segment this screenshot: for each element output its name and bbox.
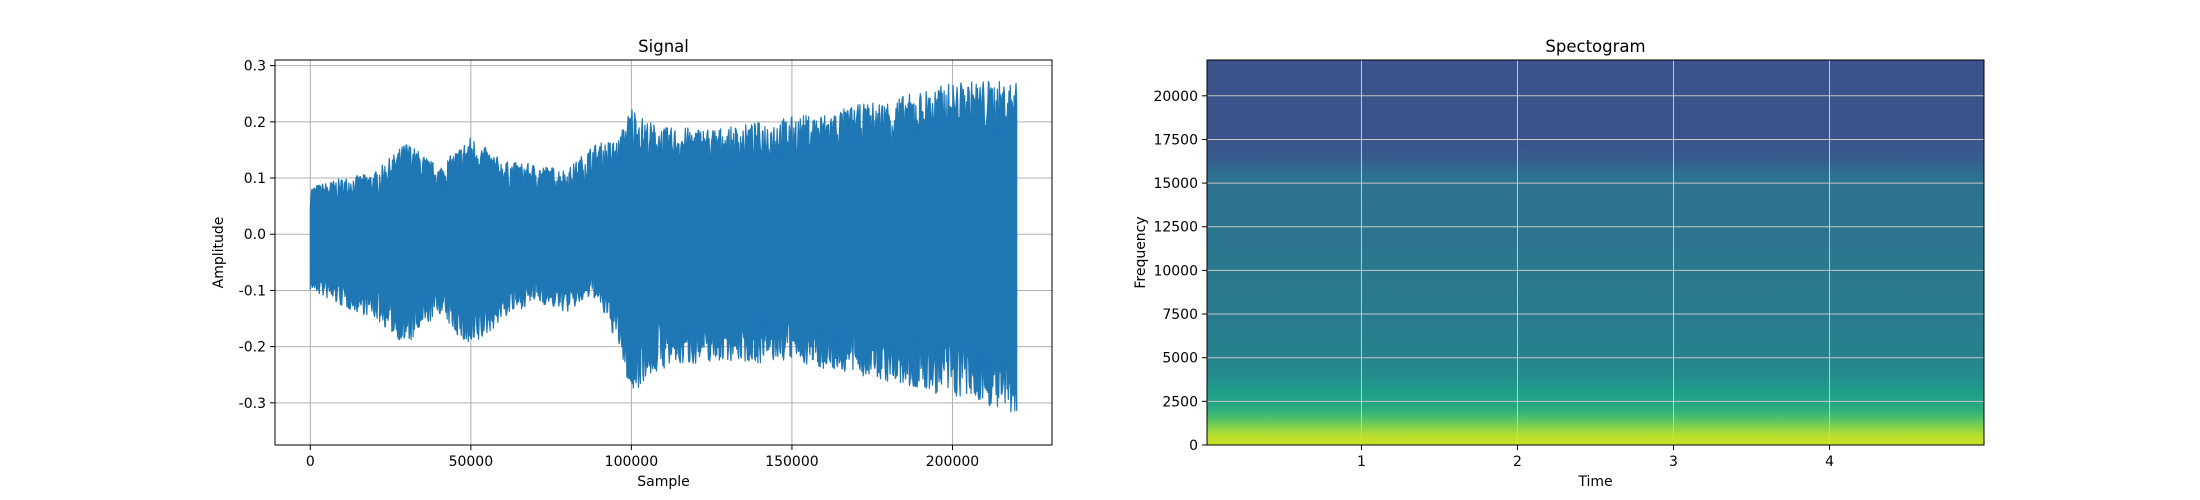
y-tick-label: 7500 xyxy=(1162,307,1198,323)
y-tick-label: 5000 xyxy=(1162,351,1198,367)
signal-y-axis-label: Amplitude xyxy=(211,217,227,289)
y-tick-label: 2500 xyxy=(1162,394,1198,410)
x-tick-label: 3 xyxy=(1669,454,1678,470)
signal-title: Signal xyxy=(638,37,689,56)
spectrogram-x-axis-label: Time xyxy=(1577,474,1612,490)
y-tick-label: 10000 xyxy=(1153,263,1198,279)
y-tick-label: -0.1 xyxy=(239,283,266,299)
x-tick-label: 200000 xyxy=(926,454,979,470)
spectrogram-axes-frame xyxy=(1206,59,1985,446)
spectrogram-image xyxy=(1207,60,1984,445)
y-tick-label: 0 xyxy=(1189,438,1198,454)
signal-x-ticks: 0 50000 100000 150000 200000 xyxy=(306,445,979,470)
y-tick-label: 12500 xyxy=(1153,220,1198,236)
signal-waveform xyxy=(309,80,1018,413)
y-tick-label: 15000 xyxy=(1153,176,1198,192)
y-tick-label: -0.3 xyxy=(239,396,266,412)
x-tick-label: 1 xyxy=(1357,454,1366,470)
x-tick-label: 2 xyxy=(1513,454,1522,470)
spectrogram-y-axis-label: Frequency xyxy=(1133,216,1149,288)
x-tick-label: 50000 xyxy=(449,454,494,470)
y-tick-label: 17500 xyxy=(1153,132,1198,148)
signal-chart: Signal 0 50000 100000 150000 200000 -0.3 -0.2… xyxy=(211,37,1053,490)
spectrogram-y-ticks: 0 2500 5000 7500 10000 12500 15000 17500 20000 xyxy=(1153,89,1207,454)
y-tick-label: 20000 xyxy=(1153,89,1198,105)
spectrogram-title: Spectogram xyxy=(1545,37,1645,56)
x-tick-label: 4 xyxy=(1825,454,1834,470)
y-tick-label: 0.0 xyxy=(244,227,266,243)
signal-y-ticks: -0.3 -0.2 -0.1 0.0 0.1 0.2 0.3 xyxy=(239,59,275,412)
x-tick-label: 150000 xyxy=(765,454,818,470)
y-tick-label: 0.1 xyxy=(244,171,266,187)
y-tick-label: 0.3 xyxy=(244,59,266,75)
signal-x-axis-label: Sample xyxy=(637,474,690,490)
signal-axes-frame xyxy=(274,59,1053,446)
signal-plot xyxy=(309,80,1018,413)
spectrogram-x-ticks: 1 2 3 4 xyxy=(1357,445,1834,470)
x-tick-label: 100000 xyxy=(605,454,658,470)
y-tick-label: -0.2 xyxy=(239,340,266,356)
spectrogram-chart: Spectogram 1 2 3 4 0 2500 5000 7500 10000 12500 1… xyxy=(1133,37,1985,490)
x-tick-label: 0 xyxy=(306,454,315,470)
y-tick-label: 0.2 xyxy=(244,115,266,131)
